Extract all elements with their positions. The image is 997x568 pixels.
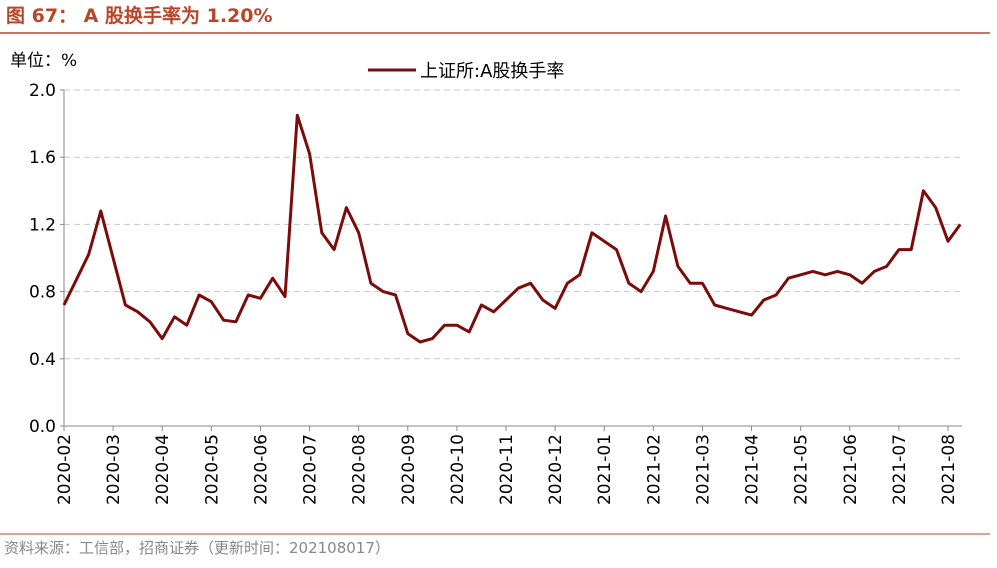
- x-tick-label: 2020-09: [399, 434, 419, 505]
- x-tick-label: 2020-12: [546, 434, 566, 505]
- x-tick-label: 2020-02: [55, 434, 75, 505]
- unit-label: 单位：%: [10, 51, 77, 71]
- x-tick-label: 2020-04: [153, 434, 173, 505]
- x-tick-label: 2020-10: [448, 434, 468, 505]
- x-tick-label: 2020-06: [251, 434, 271, 505]
- x-tick-label: 2021-03: [693, 434, 713, 505]
- x-tick-label: 2021-01: [595, 434, 615, 505]
- y-tick-label: 0.0: [29, 417, 56, 437]
- x-tick-label: 2021-05: [792, 434, 812, 505]
- x-tick-label: 2020-05: [202, 434, 222, 505]
- x-tick-label: 2021-02: [644, 434, 664, 505]
- x-tick-label: 2020-11: [497, 434, 517, 505]
- series-line: [62, 113, 962, 344]
- x-tick-label: 2021-06: [841, 434, 861, 505]
- y-tick-label: 1.6: [29, 148, 56, 168]
- x-tick-label: 2020-07: [301, 434, 321, 505]
- x-tick-label: 2020-08: [350, 434, 370, 505]
- x-tick-label: 2021-08: [939, 434, 959, 505]
- source-note: 资料来源：工信部，招商证券（更新时间：202108017）: [4, 539, 390, 557]
- legend-label: 上证所:A股换手率: [420, 61, 564, 82]
- chart-title: 图 67： A 股换手率为 1.20%: [6, 4, 273, 27]
- x-tick-label: 2020-03: [104, 434, 124, 505]
- y-tick-label: 2.0: [29, 81, 56, 101]
- y-tick-label: 0.4: [29, 350, 56, 370]
- y-tick-label: 1.2: [29, 215, 56, 235]
- y-tick-label: 0.8: [29, 283, 56, 303]
- x-tick-label: 2021-07: [890, 434, 910, 505]
- x-tick-label: 2021-04: [743, 434, 763, 505]
